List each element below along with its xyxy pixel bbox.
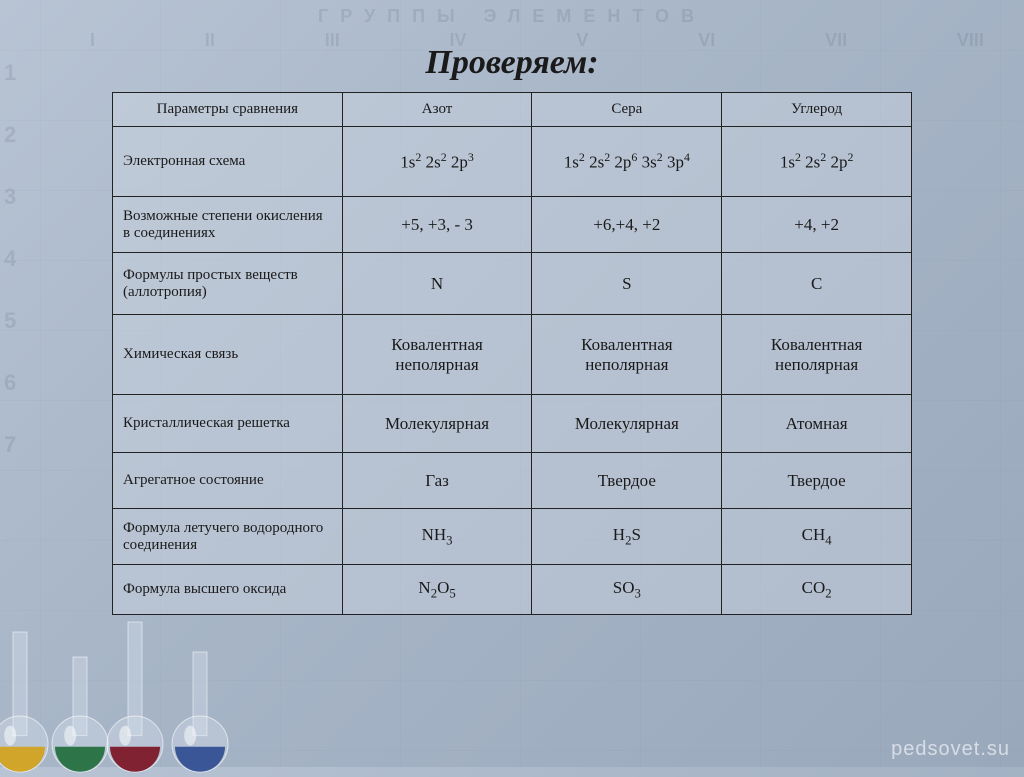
table-col-0: Параметры сравнения — [113, 93, 343, 127]
table-col-1: Азот — [342, 93, 532, 127]
param-cell: Электронная схема — [113, 127, 343, 197]
value-cell: +5, +3, - 3 — [342, 197, 532, 253]
value-cell: 1s2 2s2 2p2 — [722, 127, 912, 197]
table-row: Формула высшего оксидаN2O5SO3CO2 — [113, 565, 912, 615]
watermark: pedsovet.su — [891, 738, 1010, 761]
table-row: Возможные степени окисления в соединения… — [113, 197, 912, 253]
value-cell: +4, +2 — [722, 197, 912, 253]
value-cell: 1s2 2s2 2p3 — [342, 127, 532, 197]
table-row: Формулы простых веществ (аллотропия)NSC — [113, 253, 912, 315]
table-col-2: Сера — [532, 93, 722, 127]
value-cell: CH4 — [722, 509, 912, 565]
value-cell: SO3 — [532, 565, 722, 615]
table-header-row: Параметры сравненияАзотСераУглерод — [113, 93, 912, 127]
value-cell: Ковалентнаянеполярная — [532, 315, 722, 395]
value-cell: H2S — [532, 509, 722, 565]
table-row: Кристаллическая решеткаМолекулярнаяМолек… — [113, 395, 912, 453]
value-cell: N2O5 — [342, 565, 532, 615]
table-body: Электронная схема1s2 2s2 2p31s2 2s2 2p6 … — [113, 127, 912, 615]
table-row: Агрегатное состояниеГазТвердоеТвердое — [113, 453, 912, 509]
param-cell: Формула высшего оксида — [113, 565, 343, 615]
value-cell: Ковалентнаянеполярная — [342, 315, 532, 395]
table-row: Химическая связьКовалентнаянеполярнаяКов… — [113, 315, 912, 395]
table-row: Электронная схема1s2 2s2 2p31s2 2s2 2p6 … — [113, 127, 912, 197]
backdrop-periods-col: 1234567 — [4, 60, 16, 458]
value-cell: N — [342, 253, 532, 315]
page-title: Проверяем: — [0, 0, 1024, 92]
param-cell: Кристаллическая решетка — [113, 395, 343, 453]
table-col-3: Углерод — [722, 93, 912, 127]
value-cell: 1s2 2s2 2p6 3s2 3p4 — [532, 127, 722, 197]
value-cell: Молекулярная — [342, 395, 532, 453]
value-cell: C — [722, 253, 912, 315]
value-cell: Твердое — [722, 453, 912, 509]
param-cell: Химическая связь — [113, 315, 343, 395]
table-row: Формула летучего водородного соединенияN… — [113, 509, 912, 565]
comparison-table: Параметры сравненияАзотСераУглерод Элект… — [112, 92, 912, 615]
value-cell: Газ — [342, 453, 532, 509]
value-cell: Атомная — [722, 395, 912, 453]
value-cell: S — [532, 253, 722, 315]
value-cell: +6,+4, +2 — [532, 197, 722, 253]
param-cell: Формула летучего водородного соединения — [113, 509, 343, 565]
value-cell: Молекулярная — [532, 395, 722, 453]
value-cell: Ковалентнаянеполярная — [722, 315, 912, 395]
value-cell: CO2 — [722, 565, 912, 615]
param-cell: Формулы простых веществ (аллотропия) — [113, 253, 343, 315]
value-cell: Твердое — [532, 453, 722, 509]
param-cell: Агрегатное состояние — [113, 453, 343, 509]
value-cell: NH3 — [342, 509, 532, 565]
param-cell: Возможные степени окисления в соединения… — [113, 197, 343, 253]
